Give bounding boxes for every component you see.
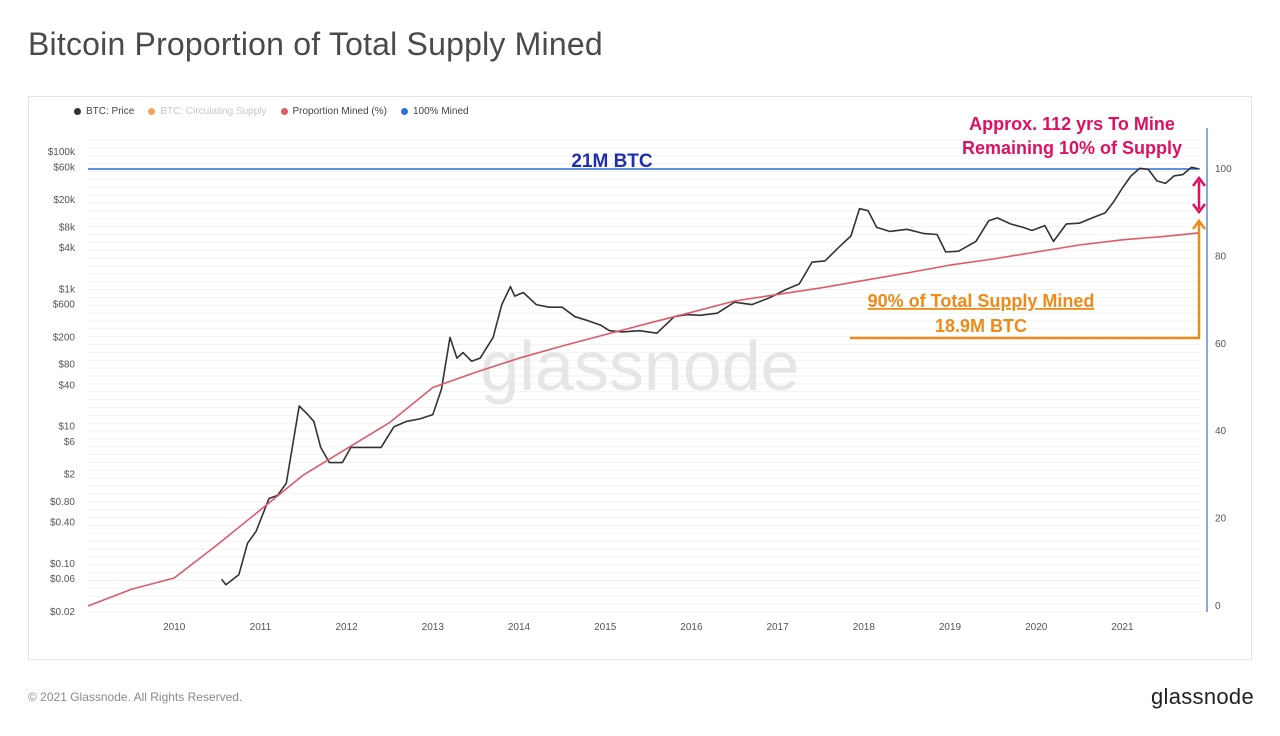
y-left-tick-label: $0.10: [50, 559, 75, 570]
watermark: glassnode: [480, 327, 799, 405]
y-right-tick-label: 20: [1215, 514, 1227, 525]
legend-dot-circulating-supply: [148, 108, 156, 115]
x-tick-label: 2021: [1111, 622, 1134, 633]
copyright-text: © 2021 Glassnode. All Rights Reserved.: [28, 690, 243, 704]
x-tick-label: 2014: [508, 622, 531, 633]
y-left-tick-label: $0.06: [50, 574, 75, 585]
y-left-tick-label: $20k: [53, 195, 76, 206]
legend-label-price: BTC: Price: [86, 106, 135, 117]
remaining-gap-arrow: [1192, 175, 1206, 215]
x-tick-label: 2016: [680, 622, 703, 633]
x-tick-label: 2010: [163, 622, 186, 633]
y-left-tick-label: $40: [58, 380, 75, 391]
series-lines: [87, 166, 1201, 607]
y-right-tick-label: 40: [1215, 426, 1227, 437]
x-tick-label: 2017: [766, 622, 789, 633]
y-axis-left: $100k $60k $20k $8k $4k $1k $600 $200 $80 $40 $10 $…: [48, 147, 76, 618]
y-left-tick-label: $100k: [48, 147, 76, 158]
y-right-tick-label: 80: [1215, 251, 1227, 262]
y-left-tick-label: $8k: [59, 222, 76, 233]
mined-label-line2: 18.9M BTC: [935, 316, 1027, 336]
grid-lines: [88, 139, 1200, 613]
y-left-tick-label: $1k: [59, 284, 76, 295]
page-title: Bitcoin Proportion of Total Supply Mined: [28, 26, 603, 62]
y-left-tick-label: $6: [64, 437, 76, 448]
y-right-tick-label: 0: [1215, 601, 1221, 612]
legend-label-100-mined: 100% Mined: [412, 106, 469, 117]
y-left-tick-label: $10: [58, 422, 75, 433]
watermark-text: glassnode: [480, 327, 799, 405]
y-left-tick-label: $4k: [59, 243, 76, 254]
y-axis-right: 100 80 60 40 20 0: [1206, 128, 1232, 612]
legend-label-circulating-supply: BTC: Circulating Supply: [160, 106, 267, 117]
mined-pointer-arrow: [850, 218, 1206, 340]
y-left-tick-label: $60k: [53, 162, 76, 173]
y-right-tick-label: 60: [1215, 339, 1227, 350]
x-tick-label: 2020: [1025, 622, 1048, 633]
legend-item-price[interactable]: BTC: Price: [74, 106, 134, 117]
y-left-tick-label: $80: [58, 360, 75, 371]
supply-21m-label: 21M BTC: [571, 151, 653, 172]
y-right-tick-label: 100: [1215, 164, 1232, 175]
legend-dot-100-mined: [400, 108, 408, 115]
x-tick-label: 2013: [422, 622, 445, 633]
mined-label-line1: 90% of Total Supply Mined: [868, 291, 1095, 311]
x-axis: 2010 2011 2012 2013 2014 2015 2016 2017 2018 2019…: [163, 622, 1134, 633]
legend-dot-price: [74, 108, 81, 115]
glassnode-logo[interactable]: glassnode: [1151, 684, 1254, 709]
remaining-label-line1: Approx. 112 yrs To Mine: [969, 114, 1175, 134]
chart-legend: BTC: Price BTC: Circulating Supply Propo…: [74, 106, 469, 117]
x-tick-label: 2019: [939, 622, 962, 633]
legend-label-proportion-mined: Proportion Mined (%): [292, 106, 387, 117]
y-left-tick-label: $600: [53, 300, 76, 311]
y-left-tick-label: $2: [64, 470, 76, 481]
y-left-tick-label: $0.80: [50, 497, 75, 508]
x-tick-label: 2011: [250, 622, 272, 633]
x-tick-label: 2012: [335, 622, 358, 633]
legend-dot-proportion-mined: [280, 108, 288, 115]
y-left-tick-label: $0.40: [50, 518, 75, 529]
legend-item-circulating-supply[interactable]: BTC: Circulating Supply: [148, 106, 267, 117]
series-line-proportion-mined: [87, 232, 1201, 607]
remaining-label-line2: Remaining 10% of Supply: [962, 138, 1182, 158]
y-left-tick-label: $200: [53, 332, 76, 343]
y-left-tick-label: $0.02: [50, 607, 75, 618]
x-tick-label: 2018: [853, 622, 876, 633]
legend-item-100-mined[interactable]: 100% Mined: [400, 106, 469, 117]
chart-frame: [28, 96, 1252, 660]
x-tick-label: 2015: [594, 622, 617, 633]
legend-item-proportion-mined[interactable]: Proportion Mined (%): [280, 106, 387, 117]
